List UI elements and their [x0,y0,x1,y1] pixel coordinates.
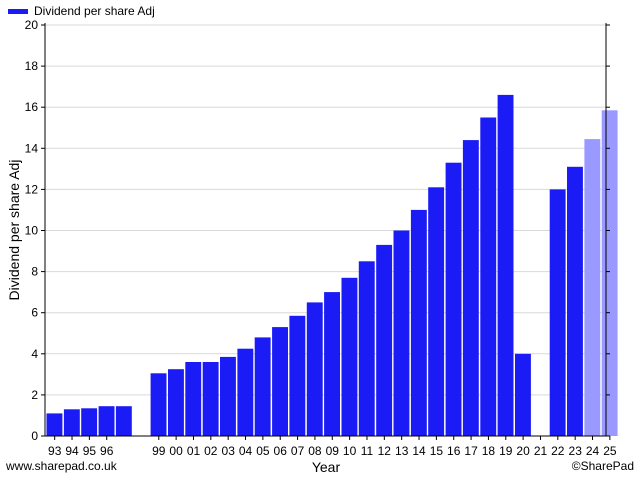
x-tick-labels: 93 94 95 96 99 00 01 02 03 04 05 06 07 08 09 10 11 12 13 14… [48,444,617,458]
bar [185,362,202,436]
bar [168,369,184,436]
x-tick-label: 95 [83,444,97,458]
bar [81,408,98,436]
bar [306,302,323,436]
y-tick-label: 10 [25,224,39,238]
bar [445,162,462,436]
x-tick-label: 99 [152,444,166,458]
x-tick-label: 16 [447,444,461,458]
x-tick-label: 93 [48,444,62,458]
x-tick-label: 15 [430,444,444,458]
x-tick-label: 19 [499,444,513,458]
x-tick-label: 17 [464,444,478,458]
x-axis-label: Year [312,459,341,475]
x-tick-label: 00 [169,444,183,458]
x-tick-label: 05 [256,444,270,458]
x-tick-label: 14 [412,444,426,458]
bar [497,94,514,437]
x-tick-label: 06 [274,444,288,458]
bar [480,117,497,436]
bar [515,353,531,436]
x-tick-label: 20 [516,444,530,458]
x-tick-label: 10 [343,444,357,458]
bar [324,292,340,436]
axes [41,23,611,440]
x-tick-label: 03 [222,444,236,458]
legend-swatch [8,8,28,14]
bar [341,277,358,436]
bar [115,406,132,436]
y-tick-label: 16 [25,100,39,114]
x-tick-label: 21 [534,444,548,458]
bar [272,327,288,436]
x-tick-label: 02 [204,444,218,458]
x-tick-label: 09 [326,444,340,458]
y-tick-label: 18 [25,59,39,73]
x-tick-label: 13 [395,444,409,458]
y-tick-label: 0 [31,429,38,443]
bar [358,261,375,436]
bar [410,209,427,436]
bar [220,356,236,436]
x-tick-label: 22 [551,444,565,458]
bars [46,94,618,437]
x-tick-label: 23 [569,444,583,458]
legend: Dividend per share Adj [8,4,155,18]
y-tick-label: 14 [25,141,39,155]
x-tick-label: 24 [586,444,600,458]
y-tick-label: 6 [31,306,38,320]
grid-lines [45,24,606,396]
x-tick-label: 08 [308,444,322,458]
x-tick-label: 96 [100,444,114,458]
bar [63,409,80,436]
bar [150,373,167,436]
y-tick-label: 12 [25,182,39,196]
x-tick-label: 04 [239,444,253,458]
website-credit: www.sharepad.co.uk [6,459,117,473]
forecast-bar [584,139,601,436]
x-tick-label: 12 [378,444,392,458]
y-tick-label: 8 [31,265,38,279]
x-tick-label: 18 [482,444,496,458]
bar [549,189,566,436]
bar [254,337,271,436]
y-tick-label: 2 [31,388,38,402]
copyright-credit: ©SharePad [571,459,634,473]
x-tick-label: 25 [603,444,617,458]
bar [376,244,393,436]
x-tick-label: 11 [361,444,374,458]
bar [462,140,479,436]
bar [393,230,410,436]
bar [98,406,115,436]
y-tick-labels: 0 2 4 6 8 10 12 14 16 18 20 [25,18,39,443]
x-tick-label: 01 [187,444,201,458]
x-tick-label: 94 [65,444,79,458]
bar [237,348,254,436]
y-axis-label: Dividend per share Adj [6,160,22,301]
y-tick-label: 20 [25,18,39,32]
bar [202,362,219,436]
x-tick-label: 07 [291,444,305,458]
bar [567,166,583,437]
forecast-bar [601,110,618,437]
bar [428,187,445,436]
legend-label: Dividend per share Adj [34,4,155,18]
y-tick-label: 4 [31,347,38,361]
bar [289,315,306,436]
bar [46,413,63,436]
